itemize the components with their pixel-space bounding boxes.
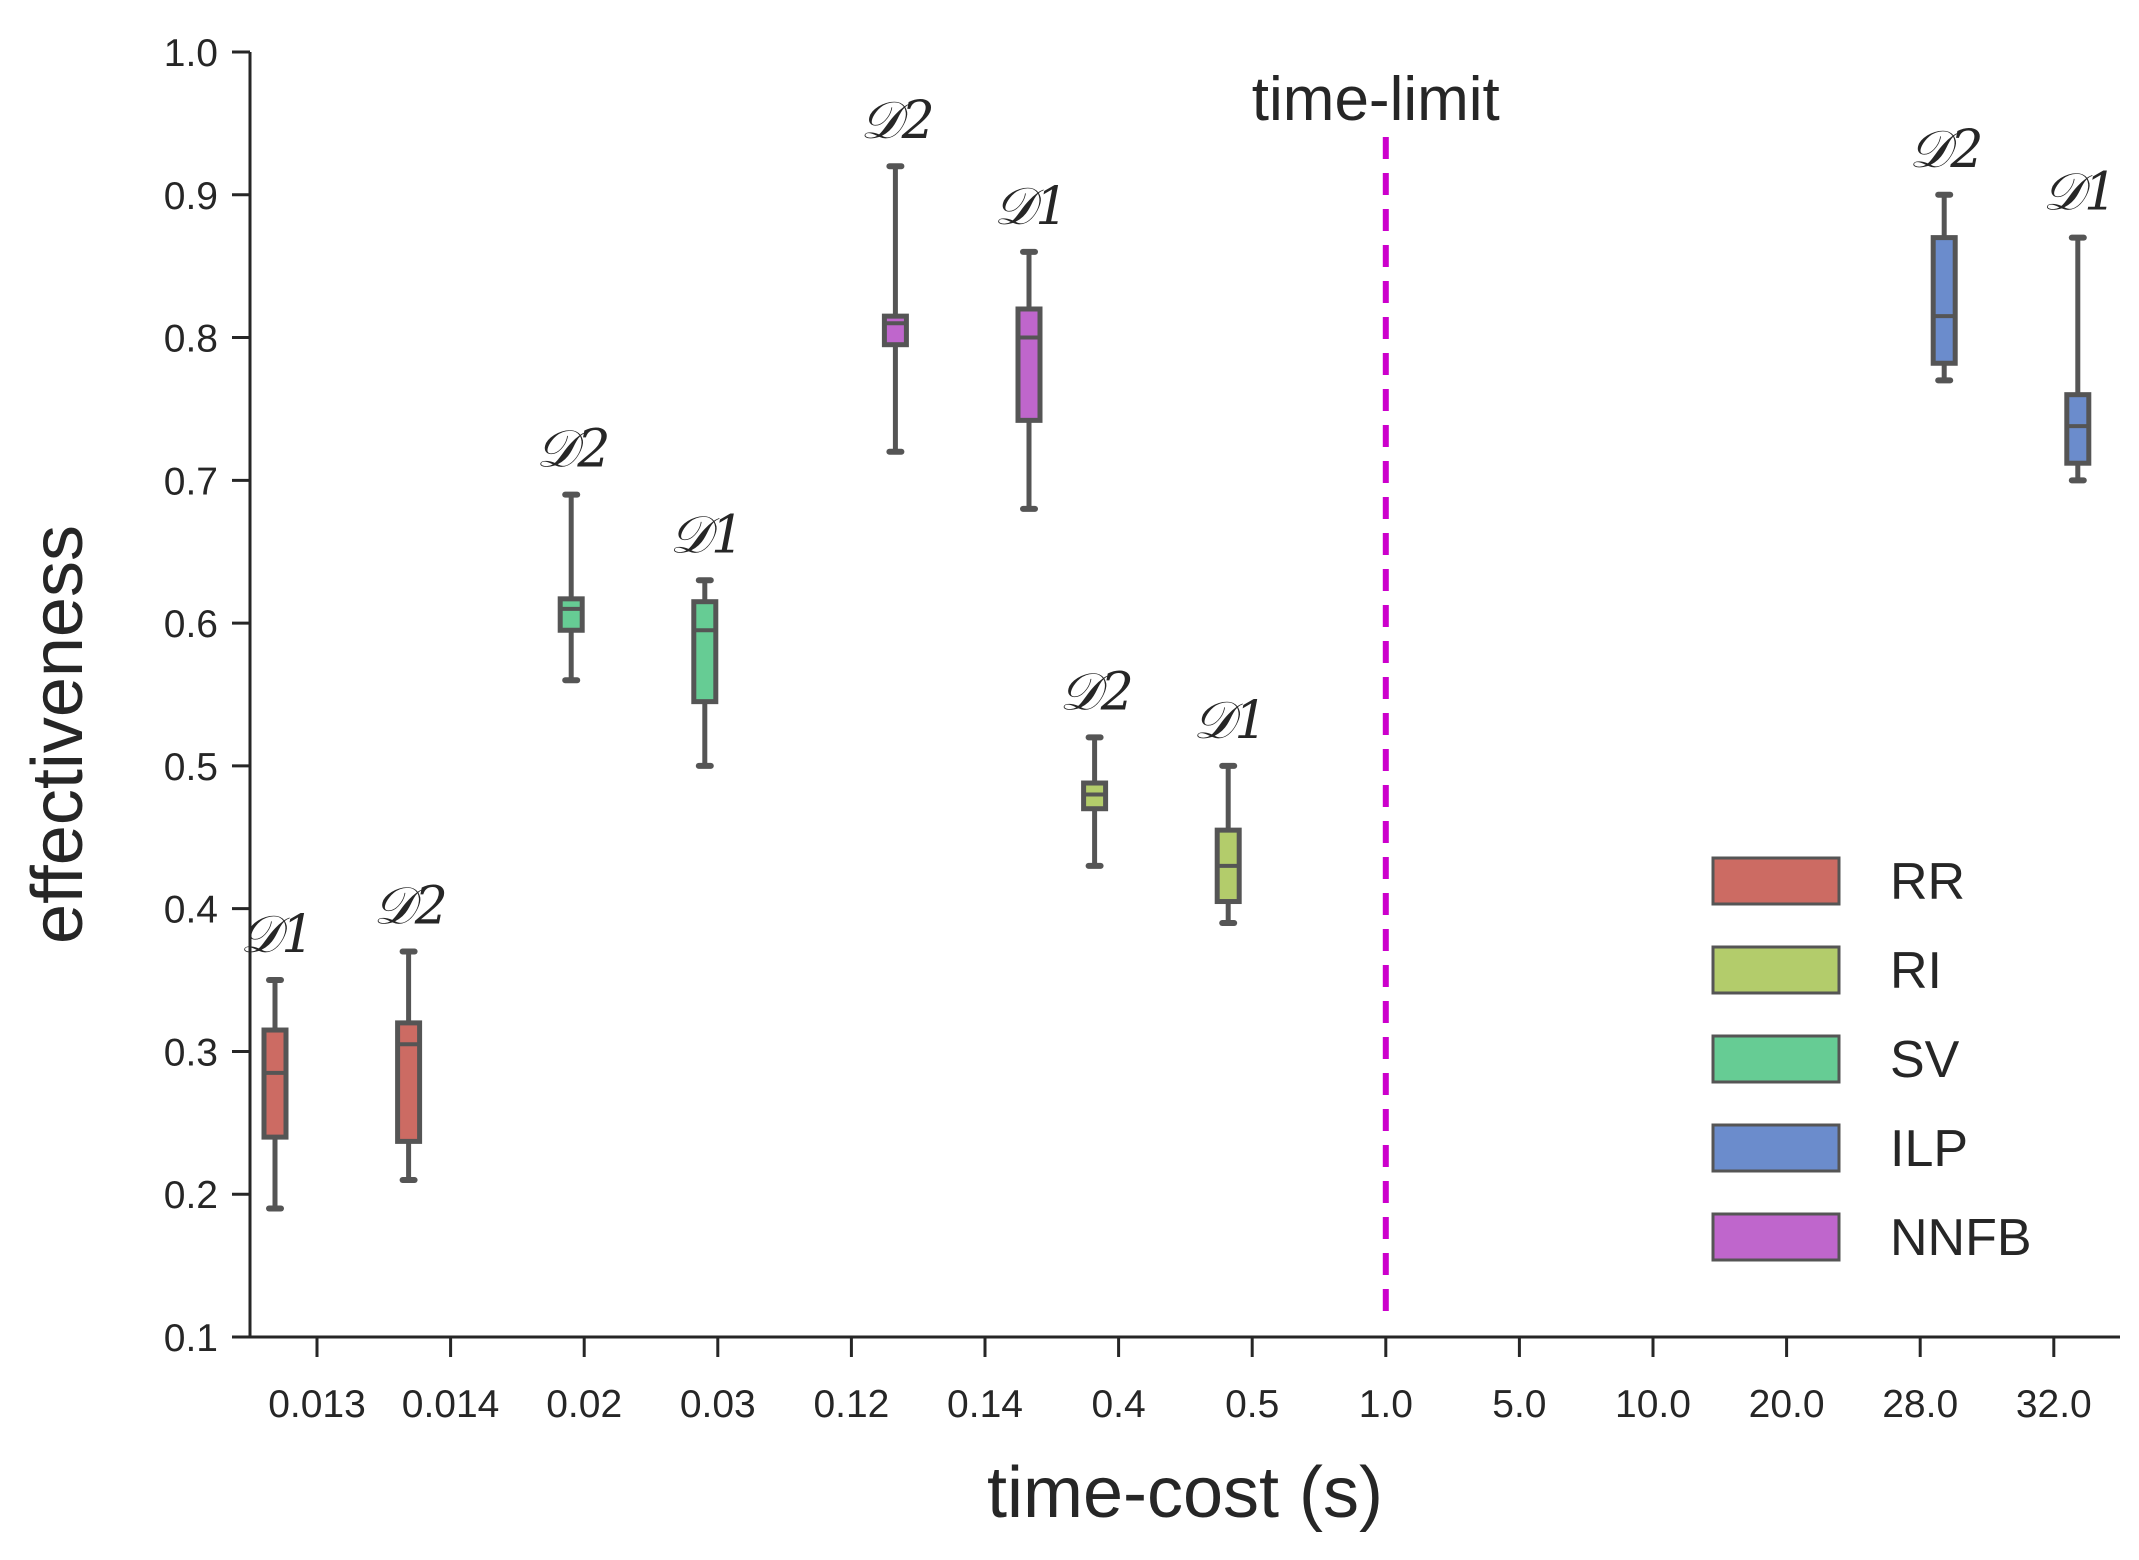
box-body [2064, 392, 2092, 466]
box-ilp-28.0: 𝒟2 [1909, 120, 1984, 384]
legend: RR RI SV ILP NNFB [1711, 853, 2032, 1267]
x-tick-label: 0.014 [402, 1383, 500, 1426]
legend-swatch [1711, 1212, 1841, 1262]
y-tick-label: 0.3 [164, 1031, 218, 1074]
box-body [691, 599, 719, 705]
y-tick-label: 0.6 [164, 603, 218, 646]
box-rr-0.014: 𝒟2 [373, 877, 448, 1183]
box-body [557, 596, 585, 633]
legend-item-sv: SV [1711, 1031, 1960, 1089]
y-tick-label: 0.2 [164, 1174, 218, 1217]
x-tick-label: 1.0 [1359, 1383, 1413, 1426]
y-tick-label: 0.7 [164, 460, 218, 503]
box-ri-0.4: 𝒟2 [1059, 662, 1134, 869]
box-nnfb-0.12: 𝒟2 [860, 91, 935, 455]
legend-label: NNFB [1890, 1209, 2032, 1267]
y-tick-label: 1.0 [164, 32, 218, 75]
x-tick-label: 20.0 [1749, 1383, 1825, 1426]
y-tick-label: 0.1 [164, 1317, 218, 1360]
x-axis-title: time-cost (s) [987, 1453, 1383, 1533]
x-tick-label: 0.5 [1225, 1383, 1279, 1426]
box-body [881, 313, 909, 348]
dataset-label: 𝒟2 [1909, 120, 1984, 180]
y-tick-label: 0.5 [164, 746, 218, 789]
x-tick-label: 10.0 [1615, 1383, 1691, 1426]
x-tick-label: 0.12 [813, 1383, 889, 1426]
x-tick-label: 28.0 [1882, 1383, 1958, 1426]
y-axis-title: effectiveness [18, 525, 98, 944]
dataset-label: 𝒟2 [373, 877, 448, 937]
box-ri-0.5: 𝒟1 [1193, 691, 1268, 926]
box-sv-0.02: 𝒟2 [536, 420, 611, 684]
box-body [1930, 235, 1958, 366]
plot-area: time-limit 𝒟1 𝒟2 𝒟2 𝒟1 𝒟2 𝒟1 𝒟2 𝒟1 𝒟2 𝒟1 [240, 65, 2117, 1319]
y-tick-label: 0.4 [164, 889, 218, 932]
box-ilp-32.0: 𝒟1 [2043, 163, 2118, 484]
legend-label: ILP [1890, 1120, 1968, 1178]
dataset-label: 𝒟2 [536, 420, 611, 480]
time-limit-label: time-limit [1252, 65, 1500, 134]
box-sv-0.03: 𝒟1 [670, 505, 745, 769]
y-tick-label: 0.8 [164, 318, 218, 361]
dataset-label: 𝒟1 [670, 505, 745, 565]
x-tick-label: 0.14 [947, 1383, 1023, 1426]
legend-swatch [1711, 856, 1841, 906]
legend-label: RI [1890, 942, 1942, 1000]
box-body [261, 1027, 289, 1140]
x-tick-label: 32.0 [2016, 1383, 2092, 1426]
legend-swatch [1711, 1034, 1841, 1084]
box-nnfb-0.14: 𝒟1 [994, 177, 1069, 512]
dataset-label: 𝒟2 [860, 91, 935, 151]
dataset-label: 𝒟2 [1059, 662, 1134, 722]
box-body [1015, 306, 1043, 423]
legend-item-ri: RI [1711, 942, 1942, 1000]
legend-label: SV [1890, 1031, 1960, 1089]
x-tick-label: 0.02 [546, 1383, 622, 1426]
dataset-label: 𝒟1 [2043, 163, 2118, 223]
axes: 0.1 0.2 0.3 0.4 0.5 0.6 0.7 0.8 0.9 1.0 0.013 0.014… [18, 32, 2120, 1533]
dataset-label: 𝒟1 [994, 177, 1069, 237]
legend-label: RR [1890, 853, 1965, 911]
x-tick-label: 0.03 [680, 1383, 756, 1426]
box-rr-0.013: 𝒟1 [240, 905, 315, 1212]
legend-item-nnfb: NNFB [1711, 1209, 2032, 1267]
x-tick-label: 0.013 [268, 1383, 366, 1426]
dataset-label: 𝒟1 [240, 905, 315, 965]
y-tick-label: 0.9 [164, 175, 218, 218]
x-tick-label: 5.0 [1492, 1383, 1546, 1426]
legend-item-ilp: ILP [1711, 1120, 1968, 1178]
legend-swatch [1711, 1123, 1841, 1173]
x-tick-label: 0.4 [1091, 1383, 1145, 1426]
box-body [395, 1020, 423, 1144]
legend-swatch [1711, 945, 1841, 995]
dataset-label: 𝒟1 [1193, 691, 1268, 751]
legend-item-rr: RR [1711, 853, 1965, 911]
